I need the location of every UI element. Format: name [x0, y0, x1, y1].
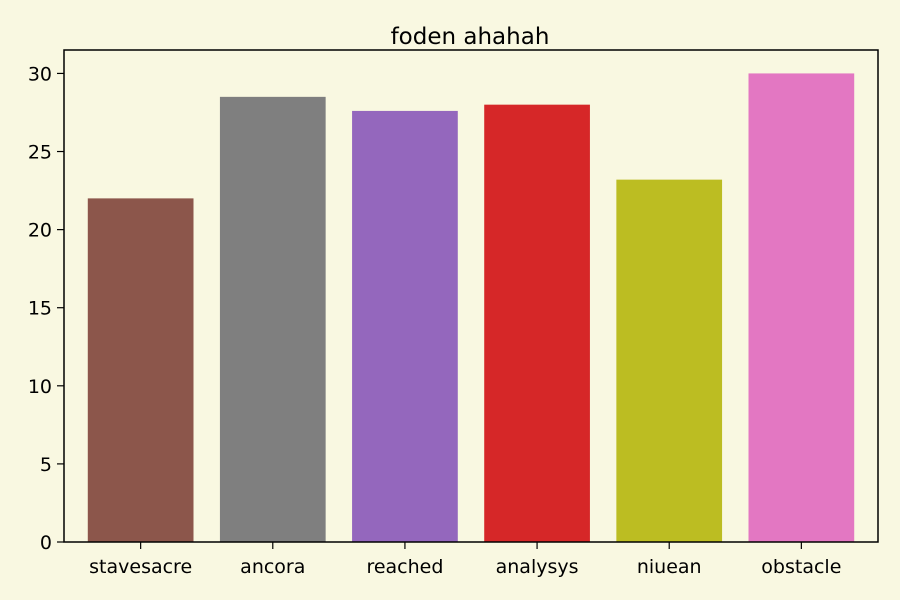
- y-axis: 0 5 10 15 20 25 30: [28, 63, 64, 554]
- y-tick-label: 25: [28, 142, 52, 164]
- x-tick-label: analysys: [496, 556, 579, 578]
- y-tick-label: 0: [40, 532, 52, 554]
- bar-niuean: [616, 179, 723, 542]
- bars-group: [87, 73, 855, 543]
- y-tick-label: 5: [40, 454, 52, 476]
- y-tick-label: 30: [28, 63, 52, 85]
- x-tick-label: obstacle: [761, 556, 841, 578]
- bar-analysys: [484, 104, 590, 543]
- bar-stavesacre: [87, 198, 194, 542]
- chart-title: foden ahahah: [391, 24, 550, 50]
- bar-reached: [352, 110, 458, 543]
- bar-ancora: [219, 96, 326, 542]
- y-tick-label: 15: [28, 298, 52, 320]
- x-axis: stavesacre ancora reached analysys niuean obs…: [89, 542, 841, 578]
- x-tick-label: niuean: [637, 556, 702, 578]
- bar-obstacle: [748, 73, 855, 542]
- y-tick-label: 20: [28, 220, 52, 242]
- x-tick-label: stavesacre: [89, 556, 192, 578]
- plot-frame: [63, 49, 879, 543]
- x-tick-label: ancora: [240, 556, 305, 578]
- x-tick-label: reached: [366, 556, 443, 578]
- y-tick-label: 10: [28, 376, 52, 398]
